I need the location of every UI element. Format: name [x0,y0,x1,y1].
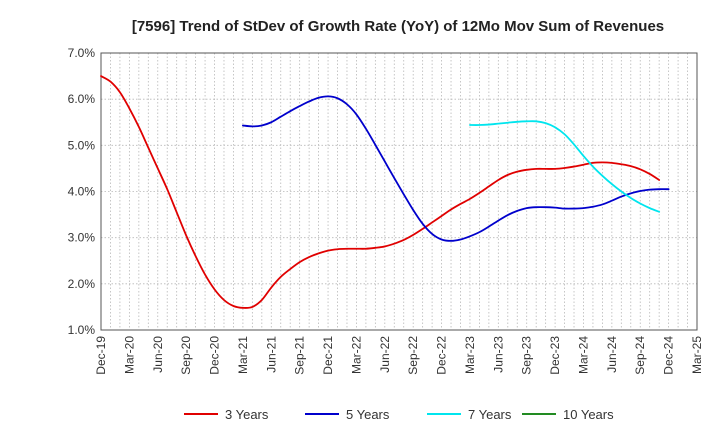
y-tick-label: 7.0% [68,46,96,60]
x-tick-label: Mar-20 [122,336,136,374]
y-tick-label: 3.0% [68,231,96,245]
y-tick-label: 6.0% [68,92,96,106]
x-tick-label: Dec-20 [208,336,222,375]
legend-label: 10 Years [563,407,614,422]
x-tick-label: Sep-24 [633,336,647,375]
x-tick-label: Sep-22 [406,336,420,375]
x-tick-label: Jun-21 [264,336,278,373]
x-tick-label: Dec-19 [94,336,108,375]
x-tick-label: Mar-25 [690,336,704,374]
legend-label: 7 Years [468,407,512,422]
series-lines [100,75,670,309]
series-line-5-years [242,95,670,242]
x-axis: Dec-19 Mar-20 Jun-20 Sep-20 Dec-20 Mar-21 Jun-… [94,336,704,375]
x-tick-label: Jun-24 [605,336,619,373]
x-tick-label: Sep-21 [293,336,307,375]
x-tick-label: Mar-22 [349,336,363,374]
legend-label: 3 Years [225,407,269,422]
x-tick-label: Sep-23 [520,336,534,375]
plot-border [100,52,698,331]
x-tick-label: Dec-24 [662,336,676,375]
x-tick-label: Dec-21 [321,336,335,375]
x-tick-label: Jun-23 [491,336,505,373]
y-tick-label: 2.0% [68,277,96,291]
series-line-7-years [469,120,661,213]
x-tick-label: Sep-20 [179,336,193,375]
x-tick-label: Mar-23 [463,336,477,374]
plot-frame [100,52,698,331]
y-axis: 1.0% 2.0% 3.0% 4.0% 5.0% 6.0% 7.0% [68,46,96,337]
legend: 3 Years 5 Years 7 Years 10 Years [184,407,614,422]
y-tick-label: 1.0% [68,323,96,337]
x-tick-label: Jun-22 [378,336,392,373]
x-tick-label: Jun-20 [151,336,165,373]
legend-label: 5 Years [346,407,390,422]
x-tick-label: Mar-24 [576,336,590,374]
x-tick-label: Dec-22 [435,336,449,375]
y-tick-label: 4.0% [68,185,96,199]
y-tick-label: 5.0% [68,138,96,152]
x-tick-label: Mar-21 [236,336,250,374]
x-tick-label: Dec-23 [548,336,562,375]
series-line-3-years [100,75,661,309]
chart-title: [7596] Trend of StDev of Growth Rate (Yo… [132,18,664,35]
grid [101,53,697,330]
